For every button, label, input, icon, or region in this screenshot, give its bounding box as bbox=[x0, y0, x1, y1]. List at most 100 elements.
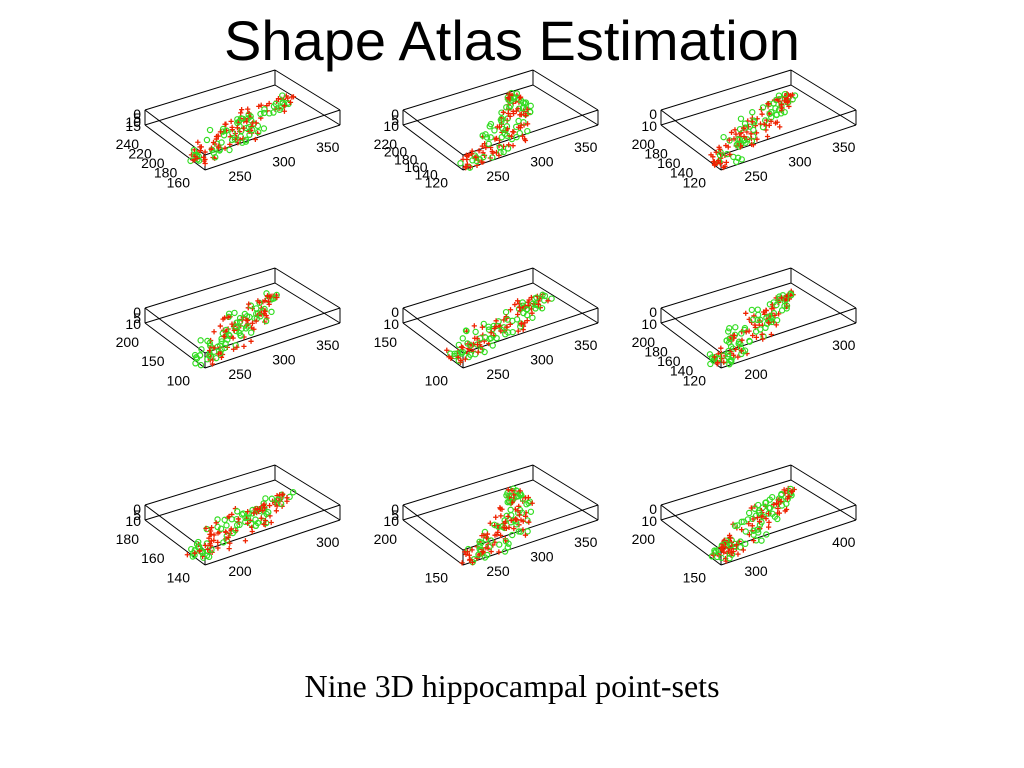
red-point-marker bbox=[241, 125, 247, 131]
red-point-marker bbox=[469, 547, 475, 553]
red-point-marker bbox=[750, 516, 756, 522]
red-point-marker bbox=[520, 327, 526, 333]
y-tick-label: 220 bbox=[374, 136, 398, 152]
green-point-marker bbox=[726, 339, 733, 346]
red-point-marker bbox=[478, 159, 485, 165]
x-tick-label: 300 bbox=[272, 351, 296, 367]
green-point-marker bbox=[476, 542, 483, 550]
red-point-marker bbox=[210, 139, 217, 146]
red-point-marker bbox=[516, 304, 523, 311]
red-point-marker bbox=[485, 545, 491, 551]
green-point-marker bbox=[231, 136, 239, 143]
z-tick-label: 5 bbox=[133, 110, 141, 126]
z-tick-label: 10 bbox=[383, 118, 399, 134]
red-point-marker bbox=[492, 532, 498, 538]
box-edge bbox=[402, 464, 534, 506]
box-edge bbox=[720, 322, 857, 369]
red-point-marker bbox=[748, 505, 754, 511]
box-edge bbox=[402, 519, 464, 566]
red-point-marker bbox=[255, 298, 261, 304]
green-point-marker bbox=[217, 349, 224, 357]
box-edge bbox=[790, 464, 857, 506]
red-point-marker bbox=[207, 541, 213, 547]
red-point-marker bbox=[252, 506, 258, 512]
red-point-marker bbox=[528, 294, 534, 301]
red-point-marker bbox=[463, 551, 469, 558]
y-tick-label: 120 bbox=[683, 372, 707, 388]
green-point-marker bbox=[241, 310, 249, 318]
red-point-marker bbox=[785, 98, 791, 104]
green-point-marker bbox=[746, 337, 753, 345]
green-point-marker bbox=[478, 539, 485, 546]
red-point-marker bbox=[743, 329, 749, 335]
red-point-marker bbox=[228, 118, 234, 124]
green-point-marker bbox=[252, 522, 259, 530]
green-point-marker bbox=[533, 294, 540, 301]
red-point-marker bbox=[754, 136, 760, 142]
red-point-marker bbox=[723, 142, 729, 149]
green-point-marker bbox=[507, 506, 514, 514]
red-point-marker bbox=[720, 544, 726, 550]
green-point-marker bbox=[496, 541, 503, 548]
slide-title: Shape Atlas Estimation bbox=[224, 9, 800, 72]
red-point-marker bbox=[731, 136, 737, 142]
red-point-marker bbox=[215, 530, 221, 536]
plot-4: 10 5 0 200 150 100 250 300 350 bbox=[110, 267, 370, 418]
red-point-marker bbox=[280, 491, 286, 497]
green-point-marker bbox=[285, 100, 292, 108]
green-point-marker bbox=[197, 361, 205, 369]
red-point-marker bbox=[234, 344, 240, 350]
red-point-marker bbox=[215, 351, 222, 357]
box-edge bbox=[144, 124, 206, 171]
box-edge bbox=[790, 282, 857, 324]
y-tick-label: 180 bbox=[644, 344, 668, 360]
red-point-marker bbox=[194, 155, 200, 161]
red-point-marker bbox=[752, 322, 758, 328]
red-point-marker bbox=[261, 521, 267, 527]
y-tick-label: 150 bbox=[683, 569, 707, 585]
red-point-marker bbox=[222, 121, 228, 127]
red-point-marker bbox=[752, 122, 759, 129]
green-point-marker bbox=[272, 100, 279, 108]
x-tick-label: 300 bbox=[530, 153, 554, 169]
plot-6: 10 0 200 180 160 140 120 200 300 bbox=[626, 267, 886, 418]
green-point-marker bbox=[742, 528, 749, 535]
red-point-marker bbox=[773, 322, 779, 328]
red-point-marker bbox=[516, 95, 523, 101]
red-point-marker bbox=[205, 546, 211, 552]
green-point-marker bbox=[731, 331, 739, 338]
green-point-marker bbox=[486, 543, 493, 551]
red-point-marker bbox=[756, 518, 763, 525]
red-point-marker bbox=[738, 129, 744, 136]
red-point-marker bbox=[750, 538, 757, 544]
red-point-marker bbox=[215, 145, 222, 151]
z-tick-label: 0 bbox=[391, 106, 399, 122]
z-tick-label: 0 bbox=[133, 106, 141, 122]
red-point-marker bbox=[215, 539, 221, 545]
green-point-marker bbox=[759, 104, 767, 111]
green-point-marker bbox=[762, 324, 769, 332]
red-point-marker bbox=[526, 519, 532, 525]
red-point-marker bbox=[525, 494, 531, 501]
box-edge bbox=[720, 519, 857, 566]
red-point-marker bbox=[279, 492, 285, 498]
red-point-marker bbox=[455, 354, 461, 360]
red-point-marker bbox=[511, 526, 517, 532]
red-point-marker bbox=[710, 159, 716, 165]
red-point-marker bbox=[474, 341, 481, 348]
green-point-marker bbox=[268, 308, 275, 316]
red-point-marker bbox=[505, 487, 511, 493]
box-edge bbox=[402, 282, 534, 324]
green-point-marker bbox=[500, 148, 507, 156]
red-point-marker bbox=[245, 106, 251, 112]
red-point-marker bbox=[759, 331, 765, 338]
red-point-marker bbox=[507, 321, 513, 327]
red-point-marker bbox=[249, 320, 256, 326]
red-point-marker bbox=[768, 118, 774, 124]
red-point-marker bbox=[495, 529, 501, 535]
green-point-marker bbox=[238, 511, 246, 518]
z-tick-label: 10 bbox=[125, 513, 141, 529]
box-edge bbox=[402, 322, 464, 369]
red-point-marker bbox=[239, 107, 245, 113]
green-point-marker bbox=[504, 498, 511, 506]
